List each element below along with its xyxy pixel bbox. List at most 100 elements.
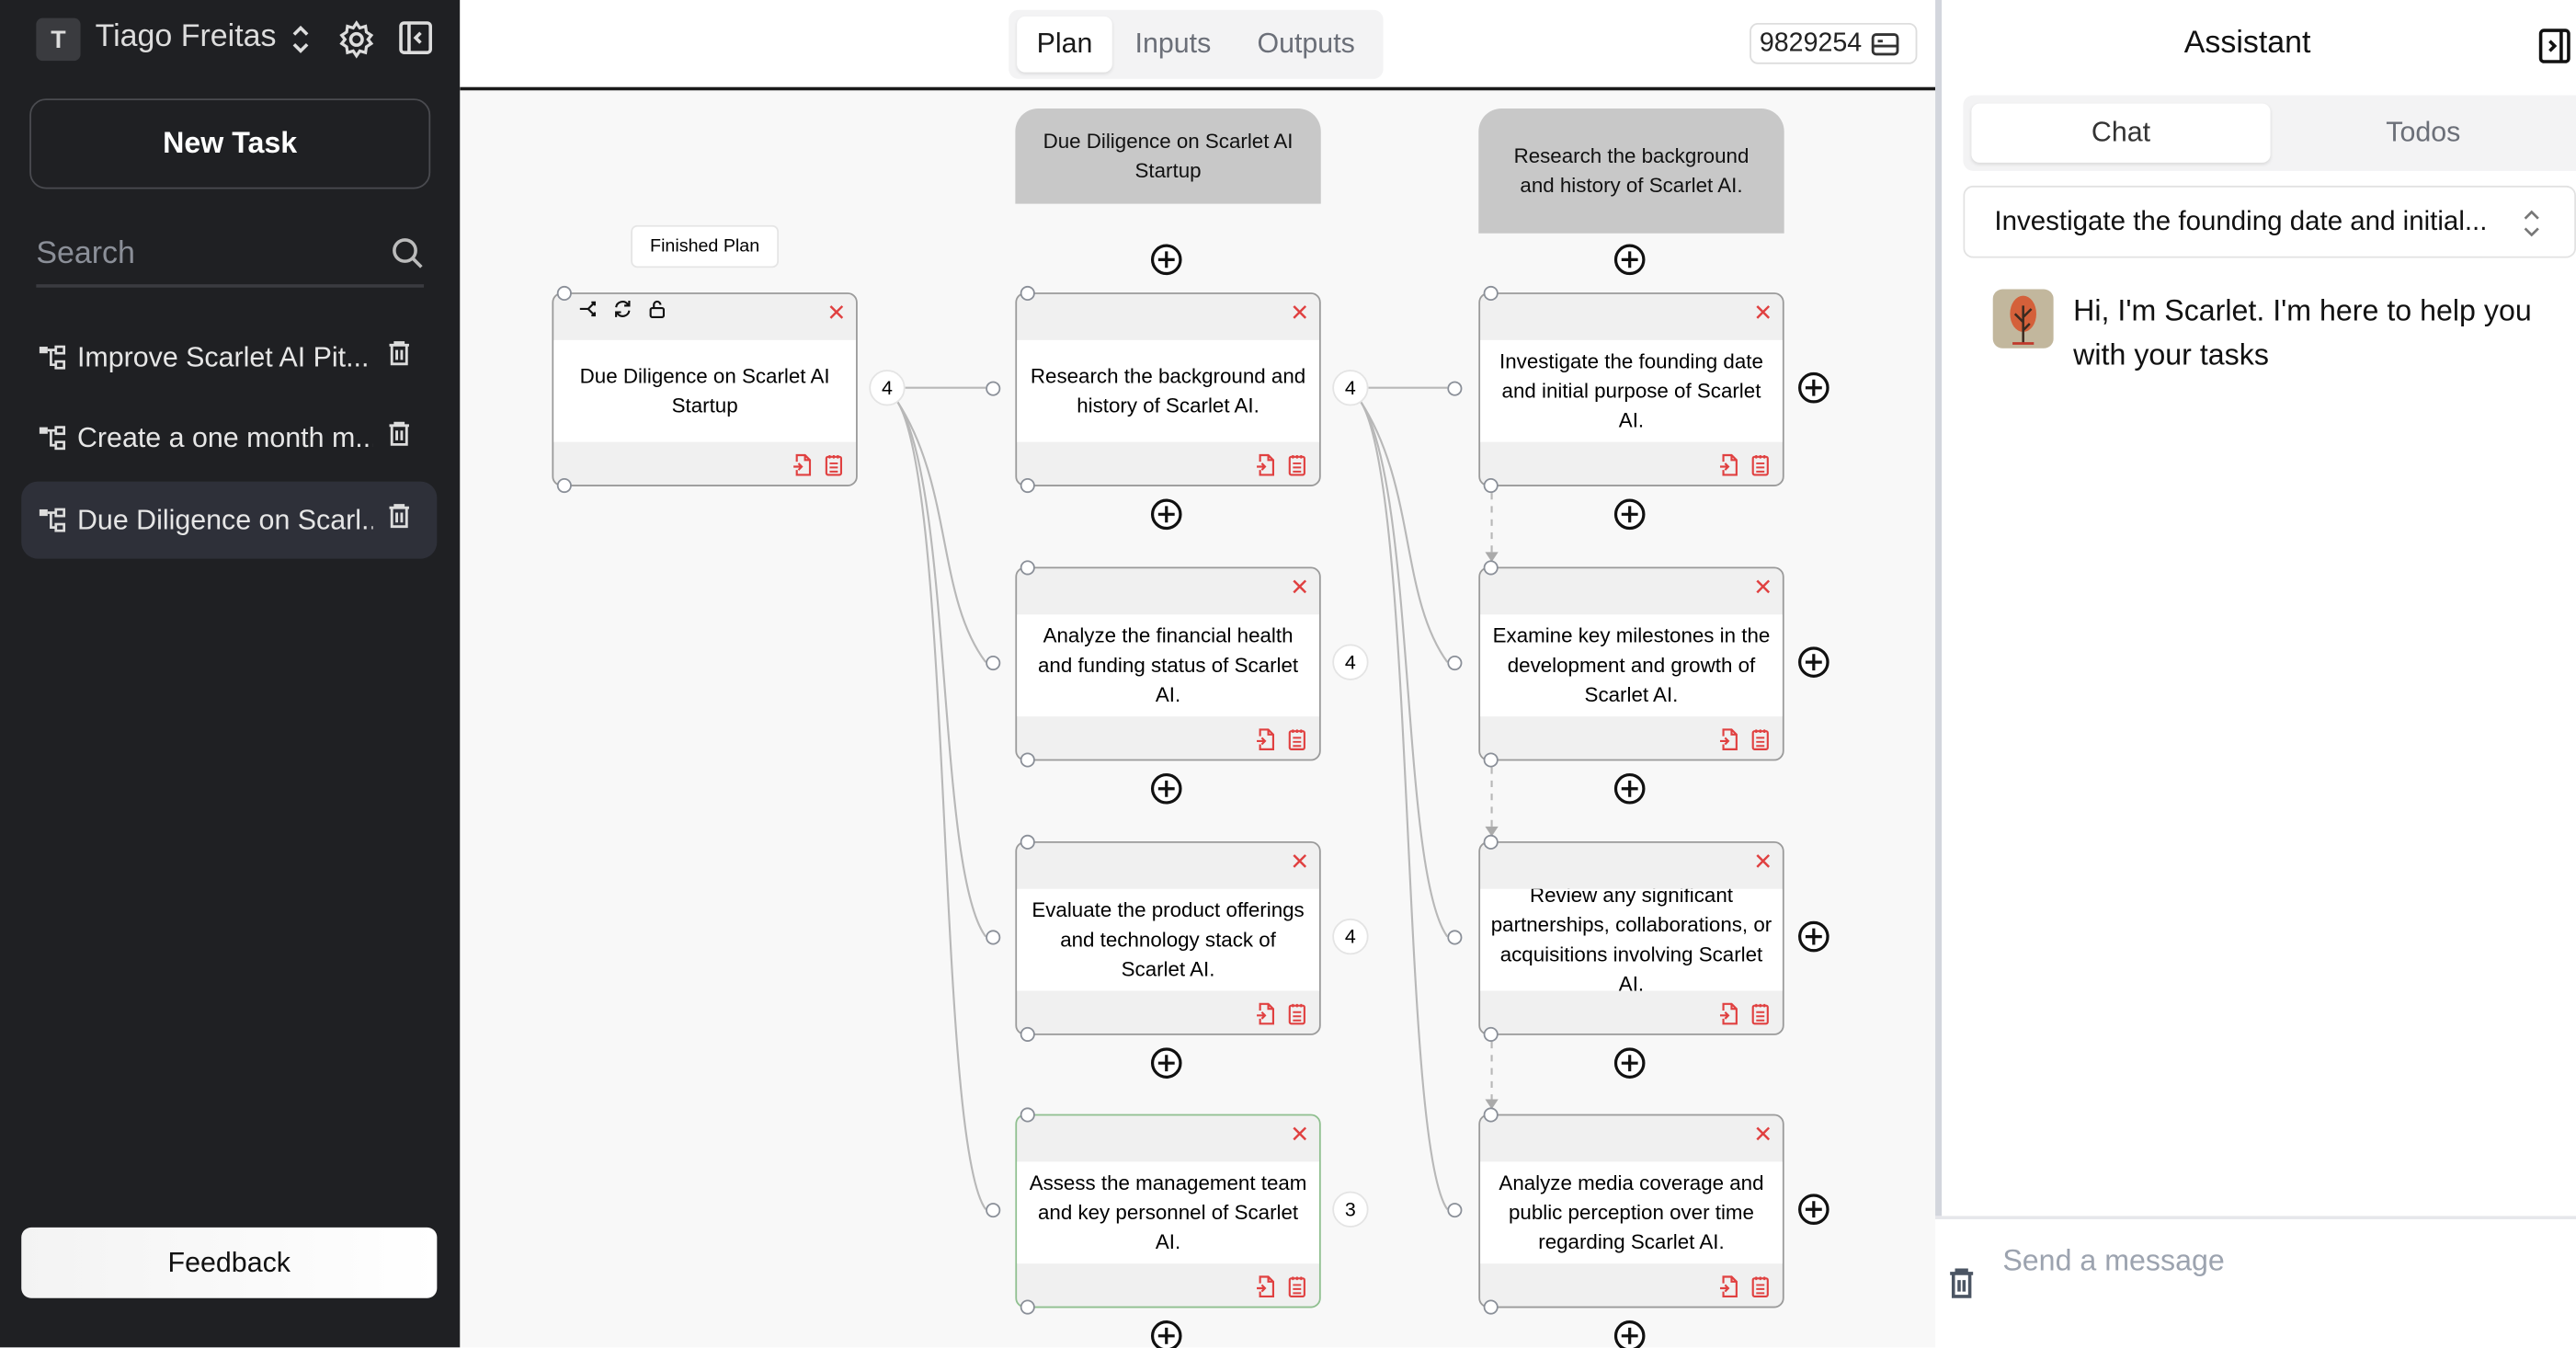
search-input[interactable]: Search <box>36 230 425 288</box>
input-file-icon[interactable] <box>1255 1275 1274 1298</box>
node-handle[interactable] <box>1020 752 1035 768</box>
add-task-button[interactable] <box>1613 497 1647 531</box>
node-handle[interactable] <box>1020 478 1035 494</box>
chevron-updown-icon[interactable] <box>290 23 313 56</box>
delete-node-icon[interactable]: ✕ <box>1290 848 1310 874</box>
add-task-button[interactable] <box>1797 1193 1830 1226</box>
new-task-button[interactable]: New Task <box>29 98 431 189</box>
node-handle[interactable] <box>986 656 1001 671</box>
tab-chat[interactable]: Chat <box>1971 103 2271 163</box>
task-select[interactable]: Investigate the founding date and initia… <box>1963 185 2576 258</box>
node-handle[interactable] <box>1483 752 1499 768</box>
gear-icon[interactable] <box>336 19 376 59</box>
notes-icon[interactable] <box>1288 728 1306 751</box>
user-name[interactable]: Tiago Freitas <box>95 19 277 54</box>
task-node[interactable]: ✕ Analyze media coverage and public perce… <box>1478 1114 1784 1308</box>
input-file-icon[interactable] <box>1718 728 1738 751</box>
input-file-icon[interactable] <box>1255 453 1274 476</box>
task-node[interactable]: ✕ Investigate the founding date and initi… <box>1478 292 1784 486</box>
branch-icon[interactable] <box>578 299 598 318</box>
unlock-icon[interactable] <box>647 299 667 318</box>
node-handle[interactable] <box>1483 834 1499 850</box>
add-task-button[interactable] <box>1613 772 1647 805</box>
add-task-button[interactable] <box>1613 1319 1647 1348</box>
node-handle[interactable] <box>1483 1107 1499 1123</box>
notes-icon[interactable] <box>1288 1275 1306 1298</box>
tab-todos[interactable]: Todos <box>2386 116 2461 148</box>
sidebar-item[interactable]: Due Diligence on Scarl... <box>21 481 438 559</box>
delete-node-icon[interactable]: ✕ <box>1753 573 1773 600</box>
collapse-sidebar-icon[interactable] <box>397 19 433 55</box>
node-handle[interactable] <box>1020 1299 1035 1315</box>
task-node[interactable]: ✕ Analyze the financial health and fundin… <box>1015 566 1321 761</box>
notes-icon[interactable] <box>1288 1002 1306 1025</box>
task-node[interactable]: ✕ Examine key milestones in the developme… <box>1478 566 1784 761</box>
node-handle[interactable] <box>1020 1026 1035 1042</box>
add-task-button[interactable] <box>1613 1046 1647 1080</box>
add-task-button[interactable] <box>1150 497 1183 531</box>
refresh-icon[interactable] <box>613 299 633 318</box>
notes-icon[interactable] <box>1751 1002 1770 1025</box>
input-file-icon[interactable] <box>1718 1275 1738 1298</box>
delete-node-icon[interactable]: ✕ <box>826 299 847 326</box>
notes-icon[interactable] <box>1751 728 1770 751</box>
task-node[interactable]: ✕ Research the background and history of … <box>1015 292 1321 486</box>
add-task-button[interactable] <box>1797 371 1830 405</box>
node-handle[interactable] <box>1020 1107 1035 1123</box>
node-handle[interactable] <box>1483 285 1499 302</box>
add-task-button[interactable] <box>1150 1319 1183 1348</box>
plan-canvas[interactable]: Due Diligence on Scarlet AI Startup Resea… <box>460 0 1936 1348</box>
input-file-icon[interactable] <box>1718 1002 1738 1025</box>
node-handle[interactable] <box>1020 560 1035 576</box>
notes-icon[interactable] <box>825 453 843 476</box>
delete-node-icon[interactable]: ✕ <box>1290 299 1310 326</box>
tab-plan[interactable]: Plan <box>1017 16 1112 73</box>
canvas-scrollbar[interactable] <box>1935 0 1943 1217</box>
input-file-icon[interactable] <box>792 453 812 476</box>
tab-outputs[interactable]: Outputs <box>1257 28 1355 60</box>
node-handle[interactable] <box>1020 285 1035 302</box>
trash-icon[interactable] <box>388 340 411 367</box>
sidebar-item[interactable]: Improve Scarlet AI Pit... <box>21 319 437 396</box>
task-node[interactable]: ✕ Assess the management team and key pers… <box>1015 1114 1321 1308</box>
node-handle[interactable] <box>986 1203 1001 1218</box>
task-node[interactable]: ✕ Due Diligence on Scarlet AI Startup <box>552 292 858 486</box>
node-handle[interactable] <box>1447 930 1463 945</box>
node-handle[interactable] <box>986 930 1001 945</box>
notes-icon[interactable] <box>1751 1275 1770 1298</box>
add-task-button[interactable] <box>1797 920 1830 954</box>
notes-icon[interactable] <box>1751 453 1770 476</box>
collapse-panel-icon[interactable] <box>2538 28 2571 63</box>
delete-node-icon[interactable]: ✕ <box>1290 573 1310 600</box>
input-file-icon[interactable] <box>1718 453 1738 476</box>
task-node[interactable]: ✕ Evaluate the product offerings and tech… <box>1015 840 1321 1035</box>
tab-inputs[interactable]: Inputs <box>1134 28 1212 60</box>
add-task-button[interactable] <box>1613 243 1647 276</box>
node-handle[interactable] <box>1483 1299 1499 1315</box>
search-icon[interactable] <box>391 236 424 269</box>
add-task-button[interactable] <box>1150 243 1183 276</box>
feedback-button[interactable]: Feedback <box>21 1227 438 1298</box>
trash-icon[interactable] <box>1948 1267 1975 1300</box>
trash-icon[interactable] <box>388 503 411 530</box>
node-handle[interactable] <box>1447 381 1463 396</box>
message-input[interactable]: Send a message <box>2002 1243 2225 1277</box>
sidebar-item[interactable]: Create a one month m... <box>21 399 437 476</box>
node-handle[interactable] <box>986 381 1001 396</box>
delete-node-icon[interactable]: ✕ <box>1753 299 1773 326</box>
delete-node-icon[interactable]: ✕ <box>1753 1120 1773 1148</box>
node-handle[interactable] <box>1020 834 1035 850</box>
node-handle[interactable] <box>1483 478 1499 494</box>
delete-node-icon[interactable]: ✕ <box>1753 848 1773 874</box>
node-handle[interactable] <box>556 285 572 302</box>
add-task-button[interactable] <box>1797 645 1830 679</box>
node-handle[interactable] <box>1483 560 1499 576</box>
notes-icon[interactable] <box>1288 453 1306 476</box>
input-file-icon[interactable] <box>1255 1002 1274 1025</box>
task-node[interactable]: ✕ Review any significant partnerships, co… <box>1478 840 1784 1035</box>
node-handle[interactable] <box>1447 656 1463 671</box>
node-handle[interactable] <box>556 478 572 494</box>
add-task-button[interactable] <box>1150 772 1183 805</box>
trash-icon[interactable] <box>388 420 411 447</box>
delete-node-icon[interactable]: ✕ <box>1290 1120 1310 1148</box>
